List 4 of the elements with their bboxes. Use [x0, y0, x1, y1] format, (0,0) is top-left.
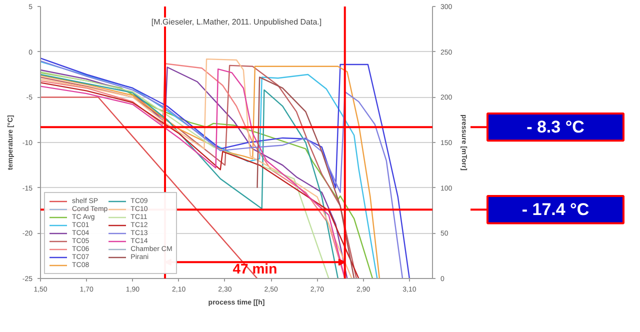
- annotation: 47 min: [232, 260, 278, 276]
- annotation: [M.Gieseler, L.Mather, 2011. Unpublished Data.]: [151, 18, 322, 26]
- text: - 17.4 °C: [522, 200, 590, 220]
- text: - 8.3 °C: [526, 118, 584, 137]
